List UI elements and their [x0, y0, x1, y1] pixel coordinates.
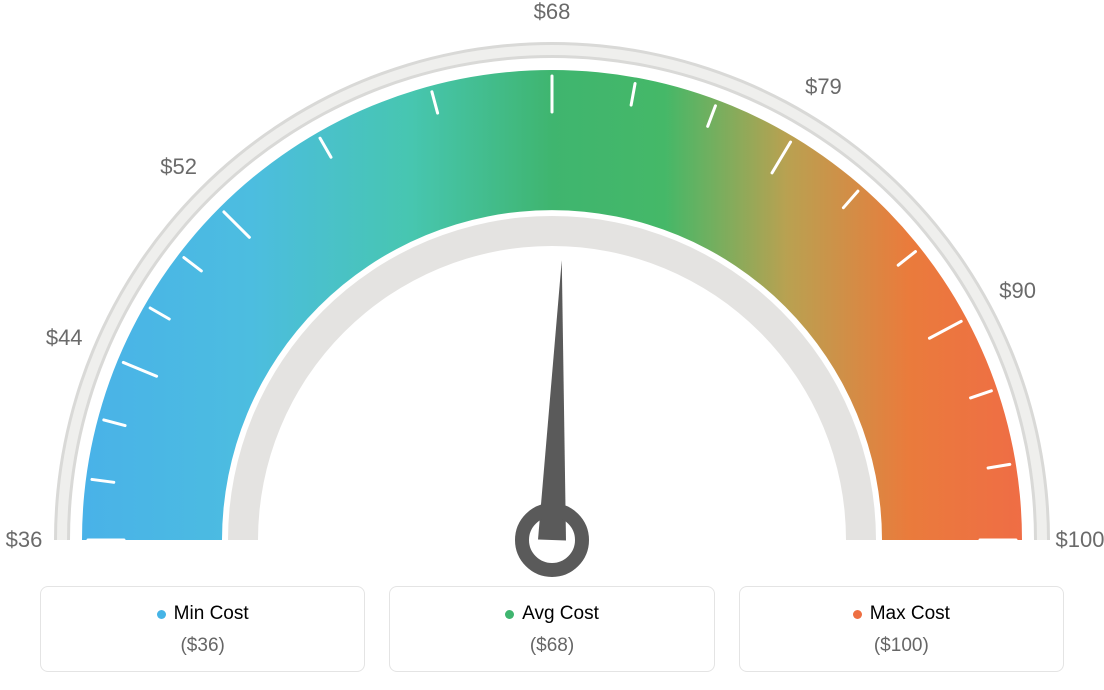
legend-row: Min Cost ($36) Avg Cost ($68) Max Cost (… [40, 586, 1064, 672]
tick-label: $44 [46, 325, 83, 351]
legend-value-max: ($100) [750, 635, 1053, 657]
gauge-svg [0, 0, 1104, 580]
legend-dot-max [853, 610, 862, 619]
legend-title-min: Min Cost [157, 603, 249, 625]
tick-label: $36 [6, 527, 43, 553]
tick-label: $52 [160, 154, 197, 180]
legend-card-max: Max Cost ($100) [739, 586, 1064, 672]
legend-value-min: ($36) [51, 635, 354, 657]
legend-label-max: Max Cost [870, 603, 950, 625]
legend-label-avg: Avg Cost [522, 603, 599, 625]
gauge-area: $36 $44 $52 $68 $79 $90 $100 [0, 0, 1104, 580]
legend-label-min: Min Cost [174, 603, 249, 625]
legend-title-avg: Avg Cost [505, 603, 599, 625]
legend-card-min: Min Cost ($36) [40, 586, 365, 672]
legend-value-avg: ($68) [400, 635, 703, 657]
tick-label: $90 [999, 278, 1036, 304]
legend-title-max: Max Cost [853, 603, 950, 625]
legend-card-avg: Avg Cost ($68) [389, 586, 714, 672]
tick-label: $79 [805, 74, 842, 100]
legend-dot-avg [505, 610, 514, 619]
cost-gauge-chart: $36 $44 $52 $68 $79 $90 $100 Min Cost ($36) Av… [0, 0, 1104, 690]
tick-label: $100 [1056, 527, 1104, 553]
legend-dot-min [157, 610, 166, 619]
tick-label: $68 [534, 0, 571, 25]
